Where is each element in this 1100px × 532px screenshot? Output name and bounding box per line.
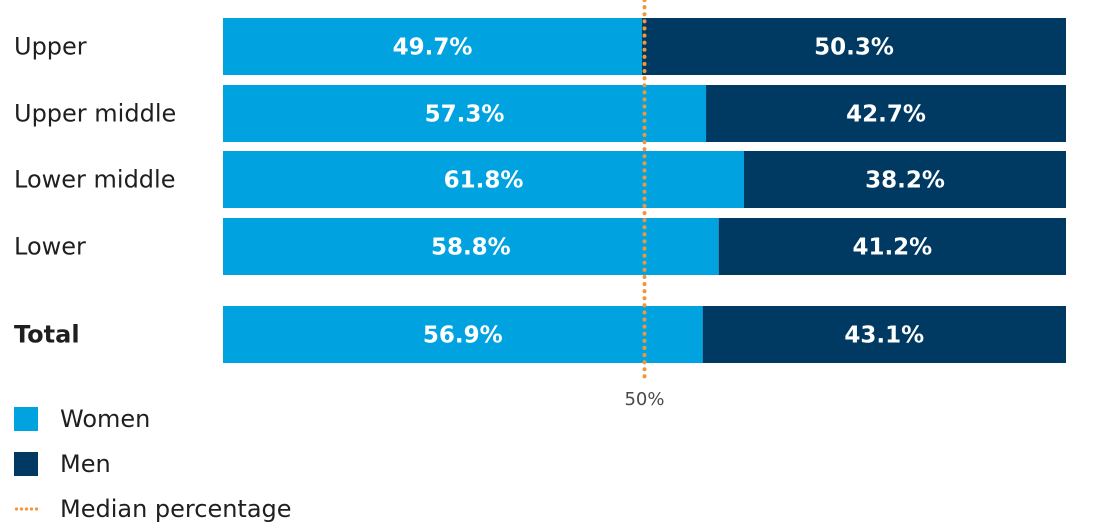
legend-swatch-women	[14, 406, 38, 431]
bar-women-upper	[223, 18, 642, 75]
value-label-women-total: 56.9%	[423, 323, 503, 349]
value-label-men-upper: 50.3%	[814, 35, 894, 61]
legend-swatch-median	[14, 506, 38, 511]
legend-item-men: Men	[14, 441, 292, 486]
value-label-men-lower: 41.2%	[852, 235, 932, 261]
legend-label-men: Men	[60, 449, 111, 478]
value-label-women-lower-middle: 61.8%	[444, 168, 524, 194]
category-label-lower: Lower	[14, 233, 86, 261]
legend-label-median: Median percentage	[60, 494, 292, 523]
value-label-women-upper: 49.7%	[393, 35, 473, 61]
legend-label-women: Women	[60, 404, 151, 433]
category-label-lower-middle: Lower middle	[14, 166, 175, 194]
bar-women-total	[223, 306, 703, 363]
category-label-upper: Upper	[14, 33, 87, 61]
bar-women-lower-middle	[223, 151, 744, 208]
value-label-women-upper-middle: 57.3%	[425, 102, 505, 128]
bar-men-lower-middle	[743, 151, 1066, 208]
value-label-men-lower-middle: 38.2%	[865, 168, 945, 194]
value-label-men-total: 43.1%	[844, 323, 924, 349]
bar-women-lower	[223, 218, 719, 275]
category-label-total: Total	[14, 321, 80, 349]
value-label-women-lower: 58.8%	[431, 235, 511, 261]
bar-men-lower	[718, 218, 1066, 275]
legend-item-median: Median percentage	[14, 486, 292, 531]
bar-men-total	[702, 306, 1066, 363]
legend-item-women: Women	[14, 396, 292, 441]
legend: Women Men Median percentage	[14, 396, 292, 531]
bar-men-upper	[641, 18, 1066, 75]
category-label-upper-middle: Upper middle	[14, 100, 176, 128]
legend-swatch-men	[14, 451, 38, 476]
value-label-men-upper-middle: 42.7%	[846, 102, 926, 128]
median-reference-label: 50%	[624, 389, 664, 410]
bar-women-upper-middle	[223, 85, 707, 142]
bar-men-upper-middle	[706, 85, 1066, 142]
